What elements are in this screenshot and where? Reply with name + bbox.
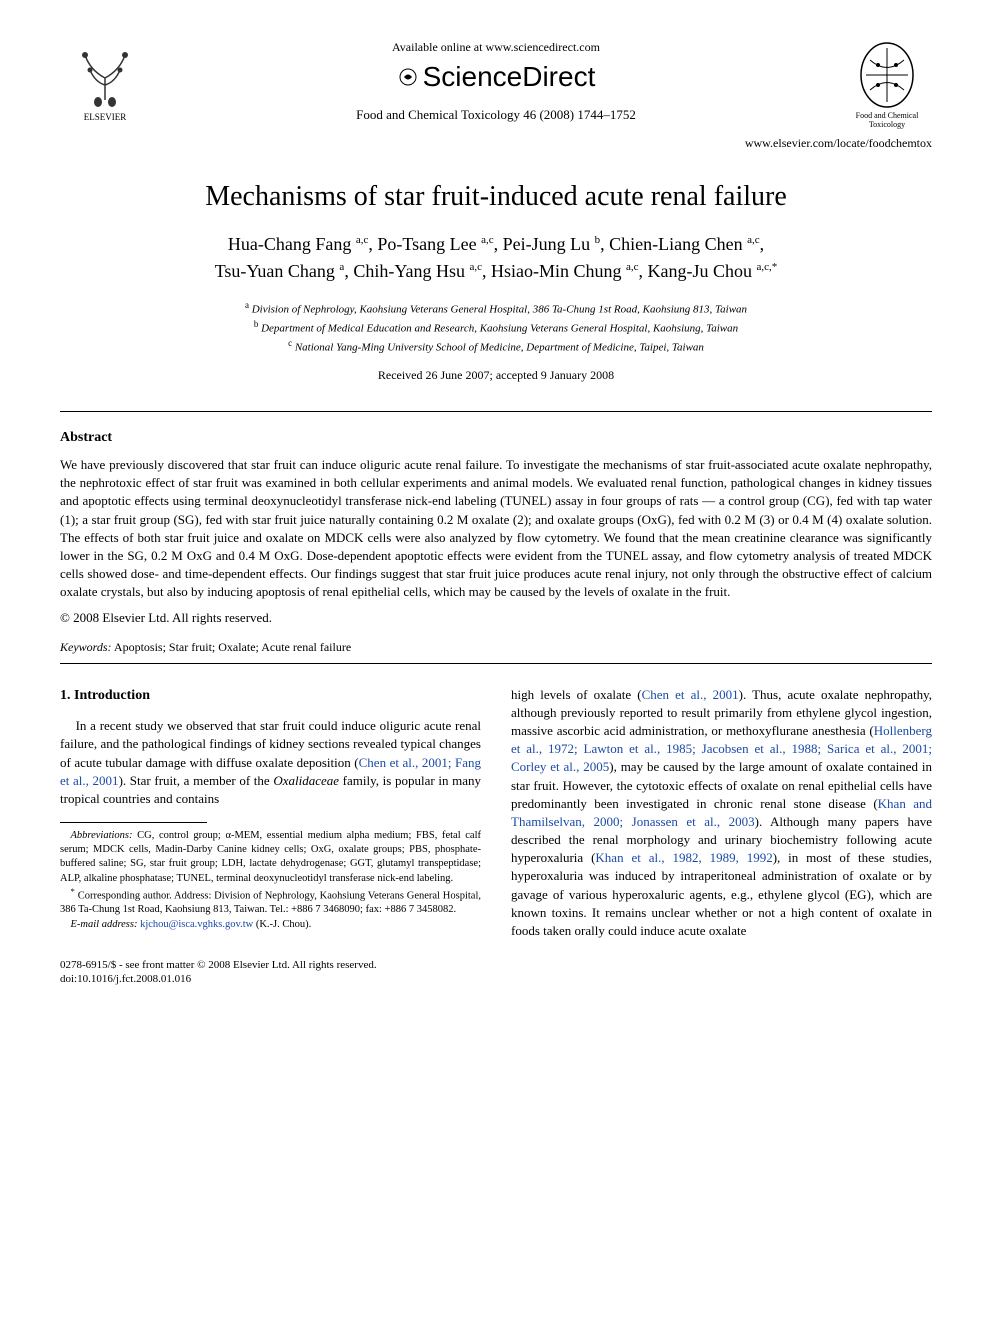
elsevier-tree-icon: [70, 40, 140, 110]
author-affil-sup: a,c: [356, 234, 369, 246]
journal-url: www.elsevier.com/locate/foodchemtox: [60, 136, 932, 151]
author: , Kang-Ju Chou: [639, 261, 757, 281]
corresponding-author-footnote: * Corresponding author. Address: Divisio…: [60, 886, 481, 918]
body-paragraph: In a recent study we observed that star …: [60, 717, 481, 808]
paper-header: ELSEVIER Available online at www.science…: [60, 40, 932, 130]
fct-icon: [858, 40, 916, 110]
keywords: Keywords: Apoptosis; Star fruit; Oxalate…: [60, 640, 932, 655]
copyright-line: © 2008 Elsevier Ltd. All rights reserved…: [60, 610, 932, 626]
article-dates: Received 26 June 2007; accepted 9 Januar…: [60, 368, 932, 383]
author: , Chih-Yang Hsu: [344, 261, 469, 281]
affiliation: c National Yang-Ming University School o…: [60, 337, 932, 356]
citation-link[interactable]: Chen et al., 2001: [642, 687, 739, 702]
keywords-text: Apoptosis; Star fruit; Oxalate; Acute re…: [112, 640, 352, 654]
left-column: 1. Introduction In a recent study we obs…: [60, 686, 481, 941]
sciencedirect-brand: ScienceDirect: [150, 61, 842, 93]
author-affil-sup: a,c: [481, 234, 494, 246]
footnote-label: Abbreviations:: [71, 830, 133, 841]
italic-text: Oxalidaceae: [273, 773, 339, 788]
author: , Chien-Liang Chen: [600, 234, 747, 254]
sciencedirect-icon: [397, 66, 419, 88]
front-matter-line: 0278-6915/$ - see front matter © 2008 El…: [60, 958, 932, 972]
author-affil-sup: a,c: [626, 261, 639, 273]
fct-caption: Food and Chemical Toxicology: [842, 112, 932, 130]
doi-line: doi:10.1016/j.fct.2008.01.016: [60, 972, 932, 986]
footnotes: Abbreviations: CG, control group; α-MEM,…: [60, 829, 481, 932]
elsevier-logo: ELSEVIER: [60, 40, 150, 122]
author: , Pei-Jung Lu: [494, 234, 595, 254]
author: , Po-Tsang Lee: [368, 234, 481, 254]
two-column-body: 1. Introduction In a recent study we obs…: [60, 686, 932, 941]
sciencedirect-text: ScienceDirect: [423, 61, 596, 93]
body-text: high levels of oxalate (: [511, 687, 642, 702]
body-paragraph: high levels of oxalate (Chen et al., 200…: [511, 686, 932, 941]
keywords-label: Keywords:: [60, 640, 112, 654]
abstract-heading: Abstract: [60, 430, 932, 446]
article-title: Mechanisms of star fruit-induced acute r…: [60, 181, 932, 213]
header-center: Available online at www.sciencedirect.co…: [150, 40, 842, 123]
abbreviations-footnote: Abbreviations: CG, control group; α-MEM,…: [60, 829, 481, 886]
journal-citation: Food and Chemical Toxicology 46 (2008) 1…: [150, 107, 842, 123]
author: Hua-Chang Fang: [228, 234, 356, 254]
right-column: high levels of oxalate (Chen et al., 200…: [511, 686, 932, 941]
affiliations: a Division of Nephrology, Kaohsiung Vete…: [60, 299, 932, 356]
affil-text: Division of Nephrology, Kaohsiung Vetera…: [249, 303, 747, 315]
horizontal-rule: [60, 663, 932, 664]
footnote-text: Corresponding author. Address: Division …: [60, 890, 481, 915]
author-affil-sup: a,c,*: [757, 261, 778, 273]
footnote-rule: [60, 822, 207, 823]
author-affil-sup: a,c: [470, 261, 483, 273]
affiliation: b Department of Medical Education and Re…: [60, 318, 932, 337]
email-suffix: (K.-J. Chou).: [253, 919, 311, 930]
email-link[interactable]: kjchou@isca.vghks.gov.tw: [137, 919, 253, 930]
author-list: Hua-Chang Fang a,c, Po-Tsang Lee a,c, Pe…: [60, 231, 932, 285]
affil-text: Department of Medical Education and Rese…: [258, 322, 738, 334]
bottom-meta: 0278-6915/$ - see front matter © 2008 El…: [60, 958, 932, 987]
affil-text: National Yang-Ming University School of …: [292, 342, 704, 354]
citation-link[interactable]: Khan et al., 1982, 1989, 1992: [595, 850, 772, 865]
author: Tsu-Yuan Chang: [215, 261, 340, 281]
available-online-text: Available online at www.sciencedirect.co…: [150, 40, 842, 55]
section-heading: 1. Introduction: [60, 686, 481, 706]
author: , Hsiao-Min Chung: [482, 261, 626, 281]
elsevier-label: ELSEVIER: [84, 112, 127, 122]
email-label: E-mail address:: [71, 919, 138, 930]
horizontal-rule: [60, 411, 932, 412]
affiliation: a Division of Nephrology, Kaohsiung Vete…: [60, 299, 932, 318]
fct-logo: Food and Chemical Toxicology: [842, 40, 932, 130]
author-sep: ,: [760, 234, 765, 254]
email-footnote: E-mail address: kjchou@isca.vghks.gov.tw…: [60, 918, 481, 932]
author-affil-sup: a,c: [747, 234, 760, 246]
abstract-body: We have previously discovered that star …: [60, 456, 932, 602]
body-text: ). Star fruit, a member of the: [119, 773, 274, 788]
